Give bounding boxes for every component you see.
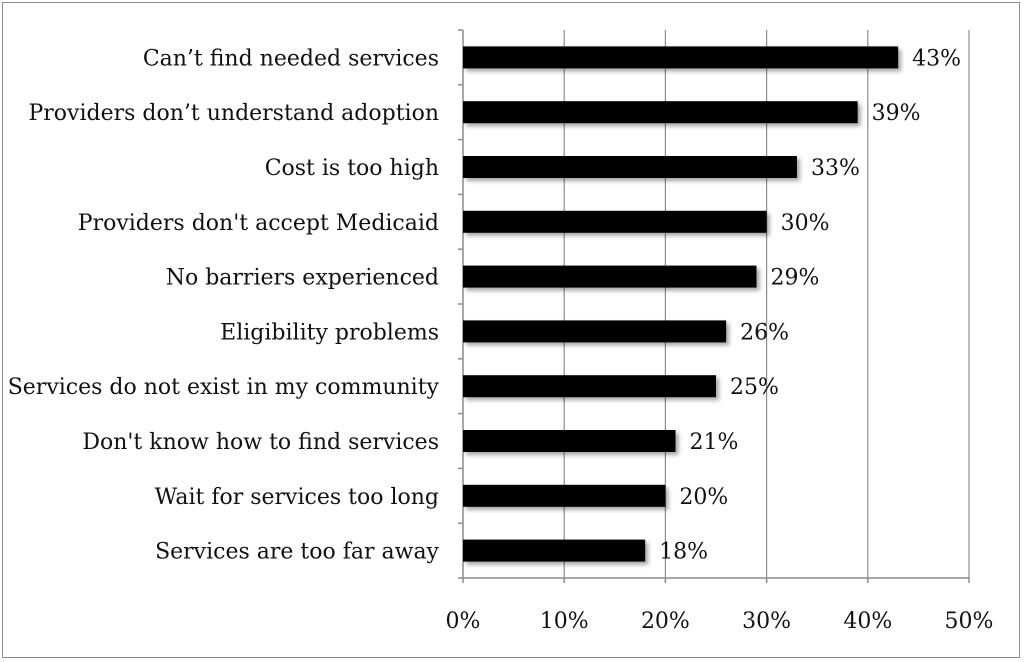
x-tick-label: 10% — [540, 609, 589, 634]
bar — [463, 101, 858, 124]
category-label: Don't know how to find services — [82, 430, 439, 455]
category-label: Cost is too high — [265, 156, 439, 181]
category-label: Services do not exist in my community — [8, 375, 440, 400]
bar — [463, 46, 899, 69]
bar — [463, 156, 797, 178]
value-label: 25% — [730, 375, 779, 400]
category-label: No barriers experienced — [166, 266, 439, 291]
value-label: 21% — [690, 430, 739, 455]
value-label: 18% — [659, 540, 708, 565]
bar — [463, 210, 767, 233]
value-label: 30% — [781, 211, 830, 236]
x-tick-label: 0% — [446, 609, 481, 634]
value-label: 43% — [912, 46, 961, 71]
bar — [463, 539, 646, 562]
category-label: Eligibility problems — [220, 320, 439, 345]
x-tick-label: 20% — [641, 609, 690, 634]
labels: 0% 10% 20% 30% 40% 50% Can’t find needed servi… — [8, 46, 994, 634]
bar — [463, 265, 757, 288]
bar — [463, 375, 716, 398]
value-label: 26% — [740, 320, 789, 345]
x-tick-label: 30% — [742, 609, 791, 634]
category-label: Can’t find needed services — [143, 46, 439, 71]
bar — [463, 484, 666, 507]
category-label: Services are too far away — [155, 540, 439, 565]
value-label: 20% — [679, 485, 728, 510]
x-tick-label: 50% — [945, 609, 994, 634]
category-label: Providers don't accept Medicaid — [78, 211, 439, 236]
bar — [463, 320, 727, 343]
bars — [463, 46, 899, 562]
category-label: Wait for services too long — [155, 485, 439, 510]
category-label: Providers don’t understand adoption — [28, 101, 439, 126]
x-tick-label: 40% — [843, 609, 892, 634]
value-label: 33% — [811, 156, 860, 181]
value-label: 39% — [872, 101, 921, 126]
value-label: 29% — [770, 266, 819, 291]
bar — [463, 430, 676, 452]
